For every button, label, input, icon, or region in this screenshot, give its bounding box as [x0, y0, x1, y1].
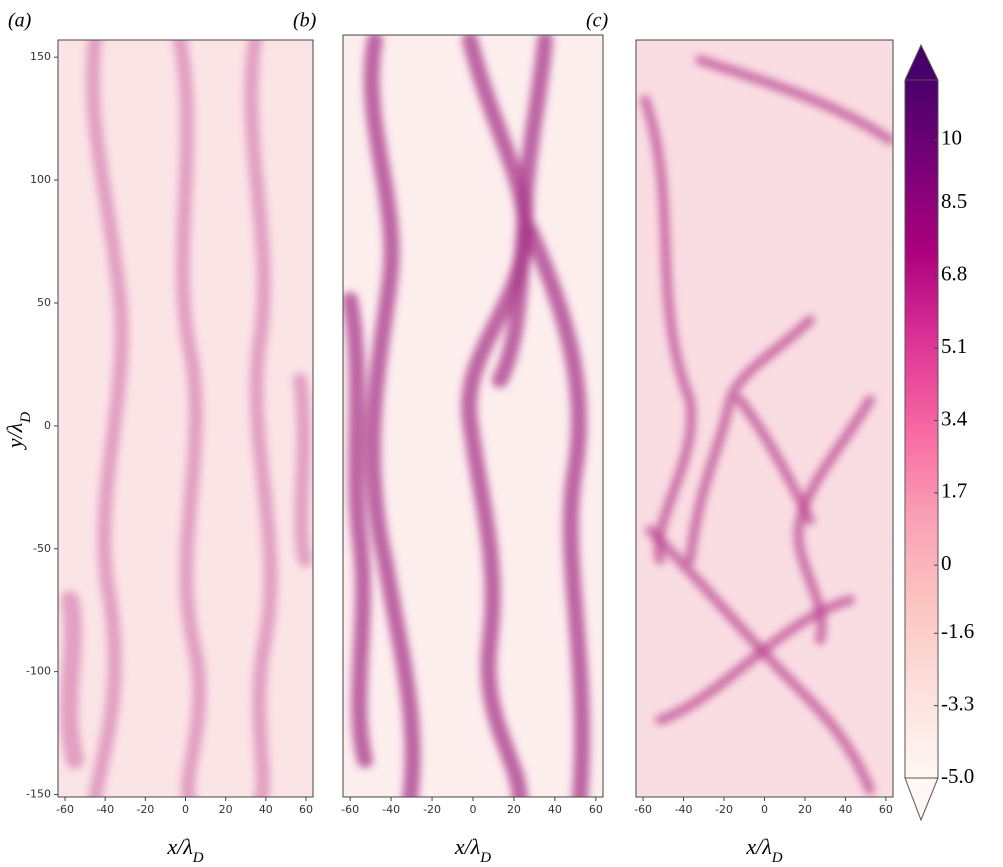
x-tick-label: 40 [259, 803, 273, 816]
panel-label: (c) [586, 10, 609, 32]
colorbar-tick-label: -1.6 [941, 619, 974, 643]
y-tick-label: -50 [33, 542, 51, 555]
x-tick-label: 60 [299, 803, 313, 816]
x-tick-label: 0 [470, 803, 477, 816]
x-tick-label: 20 [219, 803, 233, 816]
colorbar-extend [904, 43, 939, 81]
x-tick-label: 40 [838, 803, 852, 816]
axis-label-sub: D [192, 850, 204, 866]
x-tick-label: 20 [798, 803, 812, 816]
y-tick-label: 100 [30, 173, 51, 186]
x-tick-label: -40 [382, 803, 400, 816]
axis-label-sub: D [18, 412, 34, 424]
x-tick-label: -20 [423, 803, 441, 816]
y-tick-label: 150 [30, 50, 51, 63]
x-tick-label: -20 [136, 803, 154, 816]
axis-label-main: x/λ [745, 834, 771, 859]
colorbar-tick-label: 8.5 [941, 189, 967, 213]
colorbar-extend [904, 777, 939, 822]
axis-label-main: x/λ [166, 834, 192, 859]
x-tick-label: -20 [715, 803, 733, 816]
colorbar-tick-label: -5.0 [941, 764, 974, 788]
x-tick-label: 0 [761, 803, 768, 816]
axis-label-main: x/λ [454, 834, 480, 859]
colorbar [904, 79, 939, 779]
y-tick-label: -100 [26, 665, 51, 678]
x-tick-label: 60 [589, 803, 603, 816]
colorbar-tick-label: 3.4 [941, 406, 968, 430]
colorbar-tick-label: 0 [941, 551, 952, 575]
x-tick-label: 20 [507, 803, 521, 816]
panel-label: (a) [8, 10, 32, 32]
x-tick-label: 0 [182, 803, 189, 816]
field-pattern [60, 40, 312, 797]
x-tick-label: -60 [341, 803, 359, 816]
x-tick-label: -60 [634, 803, 652, 816]
x-tick-label: 40 [548, 803, 562, 816]
colorbar-tick-label: 1.7 [941, 479, 967, 503]
axis-label: y/λD [2, 412, 34, 450]
axis-label-main: y/λ [2, 423, 27, 450]
panel-label: (b) [293, 10, 317, 32]
colorbar-tick-label: 10 [941, 125, 962, 149]
axis-label: x/λD [745, 834, 782, 866]
axis-label: x/λD [454, 834, 491, 866]
field-pattern [640, 55, 893, 795]
x-tick-label: 60 [879, 803, 893, 816]
x-tick-label: -60 [56, 803, 74, 816]
panel-background [636, 40, 893, 797]
y-tick-label: 0 [44, 419, 51, 432]
x-tick-label: -40 [675, 803, 693, 816]
x-tick-label: -40 [96, 803, 114, 816]
axis-label: x/λD [166, 834, 203, 866]
y-tick-label: 50 [37, 296, 51, 309]
colorbar-tick-label: 5.1 [941, 334, 967, 358]
axis-label-sub: D [771, 850, 783, 866]
colorbar-tick-label: -3.3 [941, 691, 974, 715]
axis-label-sub: D [479, 850, 491, 866]
colorbar-tick-label: 6.8 [941, 262, 967, 286]
field-pattern [343, 35, 591, 797]
y-tick-label: -150 [26, 788, 51, 801]
